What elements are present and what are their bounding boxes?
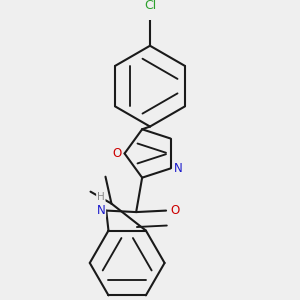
Text: O: O (112, 147, 122, 160)
Text: O: O (170, 204, 180, 217)
Text: H: H (97, 192, 105, 202)
Text: N: N (174, 162, 182, 175)
Text: N: N (97, 204, 105, 217)
Text: Cl: Cl (144, 0, 156, 12)
